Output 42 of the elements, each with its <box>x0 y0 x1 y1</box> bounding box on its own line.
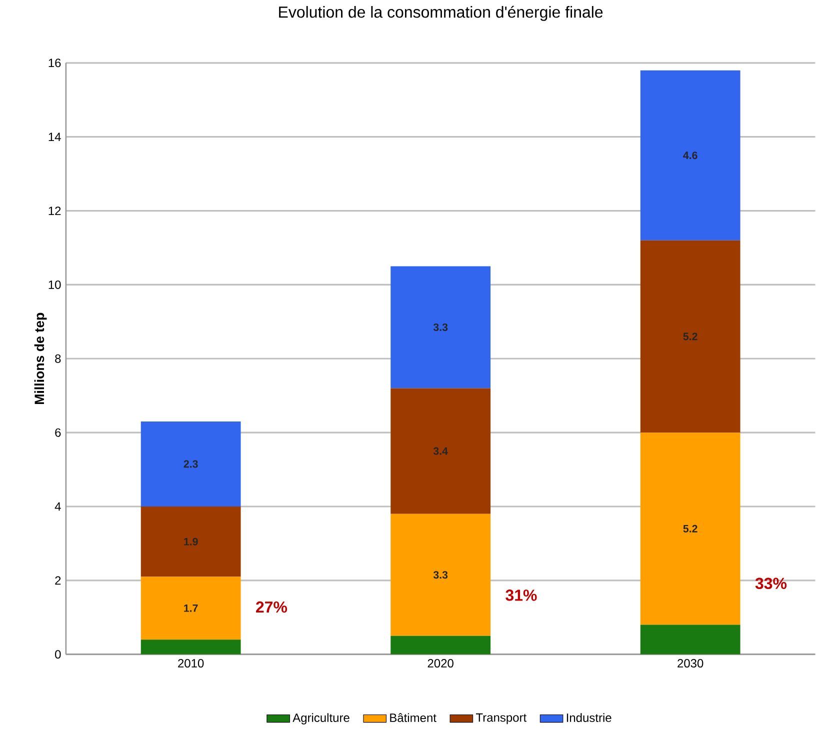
legend-label: Agriculture <box>292 713 350 724</box>
bar <box>390 636 491 654</box>
bar <box>390 514 491 636</box>
data-label: 3.3 <box>433 570 448 579</box>
legend-label: Transport <box>476 713 526 724</box>
bar <box>640 624 740 654</box>
y-tick-label: 2 <box>55 576 61 584</box>
y-tick-label: 0 <box>55 650 61 658</box>
y-tick-label: 12 <box>48 206 61 215</box>
data-label: 1.7 <box>184 604 198 612</box>
chart-title: Evolution de la consommation d'énergie finale <box>279 6 603 21</box>
x-tick-label: 2010 <box>178 658 204 668</box>
bar <box>640 240 740 432</box>
data-label: 5.2 <box>683 332 698 340</box>
y-tick-label: 6 <box>55 428 61 437</box>
x-tick-label: 2020 <box>428 658 454 668</box>
bar <box>390 266 491 388</box>
bar <box>140 576 241 640</box>
bar <box>140 506 241 577</box>
y-axis-title: Millions de tep <box>34 312 47 404</box>
annotation: 31% <box>506 589 537 601</box>
bar <box>390 388 491 514</box>
y-tick-label: 8 <box>55 354 61 363</box>
y-tick-label: 14 <box>48 132 61 141</box>
y-tick-label: 4 <box>54 502 61 510</box>
legend-label: Industrie <box>566 713 612 722</box>
bar <box>140 421 241 506</box>
x-tick-label: 2030 <box>678 658 704 668</box>
data-label: 1.9 <box>184 538 198 546</box>
y-tick-label: 10 <box>48 280 61 289</box>
bar <box>640 432 740 625</box>
data-label: 3.3 <box>433 323 448 331</box>
bar <box>140 639 241 654</box>
data-label: 3.4 <box>433 447 448 455</box>
data-label: 4.6 <box>683 151 698 159</box>
bar <box>640 70 740 240</box>
annotation: 33% <box>755 578 787 589</box>
y-tick-label: 16 <box>48 58 61 68</box>
annotation: 27% <box>256 601 288 613</box>
data-label: 2.3 <box>184 460 198 468</box>
legend-label: Bâtiment <box>390 713 436 722</box>
data-label: 5.2 <box>683 524 698 532</box>
